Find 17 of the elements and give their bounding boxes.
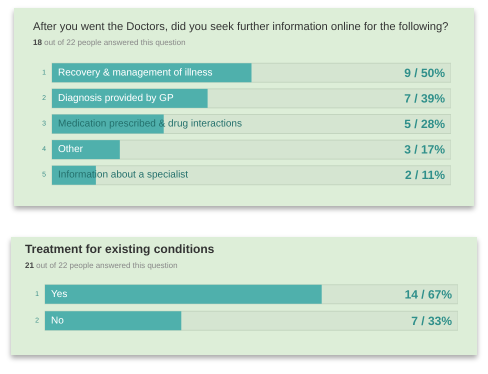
category-label: Recovery & management of illness xyxy=(58,67,213,78)
category-label: No xyxy=(51,315,64,326)
category-label: Yes xyxy=(51,288,68,300)
chart-subtitle: 21 out of 22 people answered this question xyxy=(25,261,178,270)
chart-title: After you went the Doctors, did you seek further information online for the following? xyxy=(33,21,448,33)
category-label: Other xyxy=(58,144,84,156)
data-label: 14 / 67% xyxy=(404,287,452,302)
chart-title: Treatment for existing conditions xyxy=(25,242,214,256)
data-label: 3 / 17% xyxy=(404,142,446,157)
data-label: 7 / 33% xyxy=(411,314,452,328)
data-label: 7 / 39% xyxy=(404,91,446,106)
chart-subtitle: 18 out of 22 people answered this question xyxy=(33,38,186,47)
data-label: 2 / 11% xyxy=(404,168,446,182)
category-label: Diagnosis provided by GP xyxy=(58,92,174,104)
bar xyxy=(52,140,120,160)
data-label: 5 / 28% xyxy=(404,117,446,131)
data-label: 9 / 50% xyxy=(404,66,446,80)
